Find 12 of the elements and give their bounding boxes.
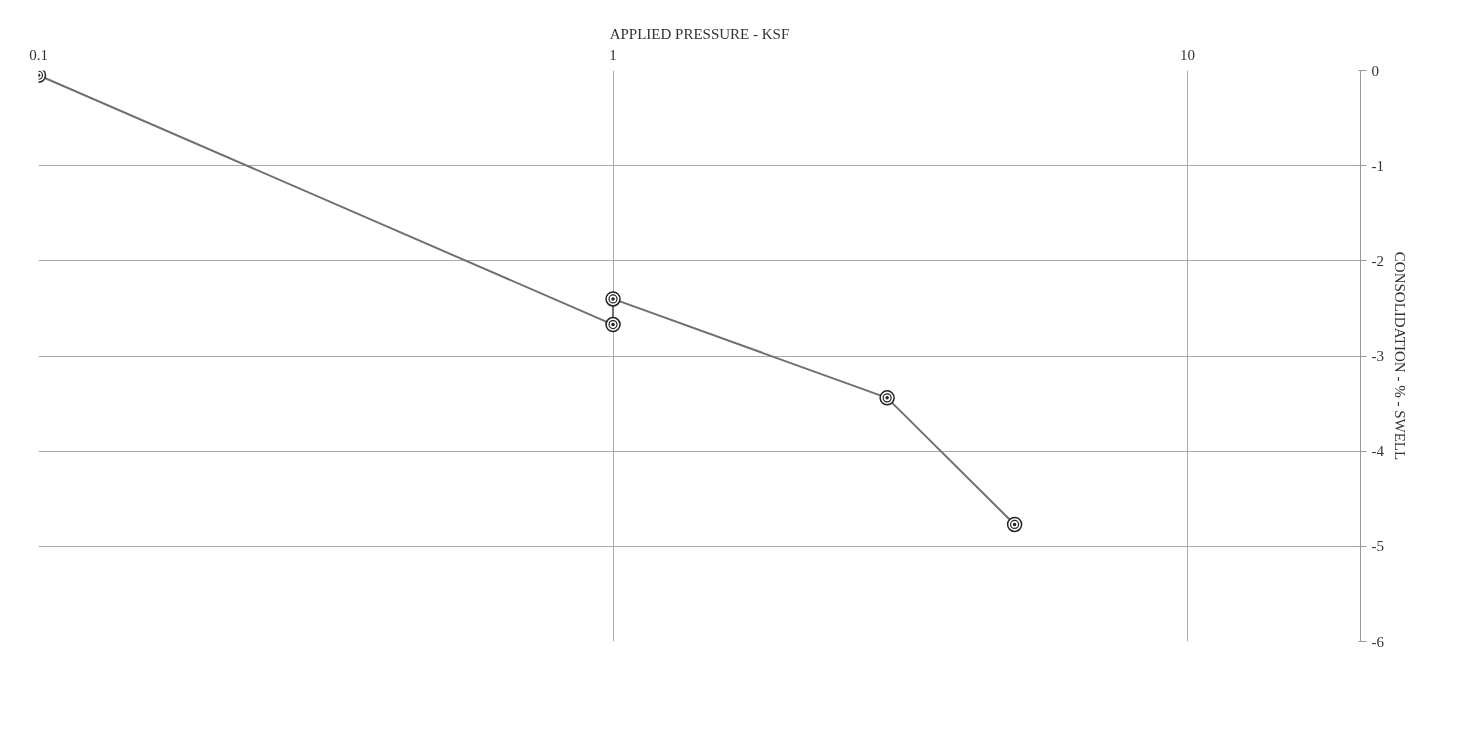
y-tick-label: -3 <box>1371 348 1384 364</box>
x-axis-title: APPLIED PRESSURE - KSF <box>609 25 790 42</box>
y-axis-title: CONSOLIDATION - % - SWELL <box>1392 251 1408 461</box>
y-tick-label: -4 <box>1371 443 1385 460</box>
y-tick-label: -1 <box>1371 157 1384 174</box>
y-tick-label: -5 <box>1371 538 1384 555</box>
y-tick-label: -6 <box>1371 633 1385 650</box>
y-tick-label: 0 <box>1371 62 1379 79</box>
x-tick-label: 10 <box>1180 46 1196 63</box>
y-tick-label: -2 <box>1371 252 1384 269</box>
x-tick-label: 0.1 <box>29 46 48 63</box>
x-tick-label: 1 <box>609 46 617 63</box>
